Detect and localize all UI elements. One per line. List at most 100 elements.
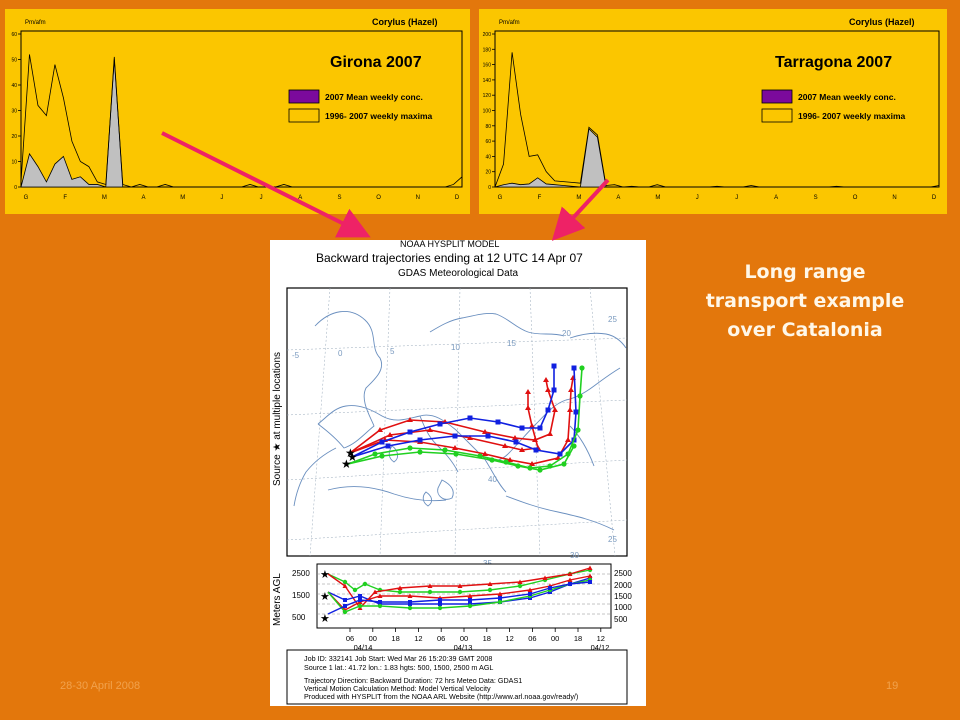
trajectory-marker (407, 429, 413, 435)
trajectory-marker (379, 439, 385, 445)
chart0-month-tick: N (416, 195, 420, 201)
time-tick-label: 18 (483, 634, 491, 643)
height-profile: ★ ★ ★ (317, 565, 611, 625)
height-marker (407, 593, 413, 598)
trajectory-marker (515, 463, 521, 469)
height-label-right: 500 (614, 615, 628, 624)
chart1-month-tick: A (616, 195, 620, 201)
map-grid-label: 15 (507, 339, 516, 348)
trajectory-marker (467, 435, 473, 440)
chart0-legend-maxima-label: 1996- 2007 weekly maxima (325, 111, 433, 121)
map-grid-label: 25 (608, 535, 617, 544)
coastline-path (569, 332, 627, 349)
hysplit-side-label: Source ★ at multiple locations (272, 352, 283, 486)
chart0-month-tick: J (260, 195, 263, 201)
height-marker (457, 583, 463, 588)
height-marker (457, 589, 463, 595)
coastline-path (314, 311, 382, 449)
trajectory-marker (417, 437, 423, 443)
date-tick-label: 04/14 (354, 643, 373, 652)
date-tick-label: 04/13 (454, 643, 473, 652)
trajectory-marker (571, 365, 577, 371)
trajectory-marker (543, 377, 549, 382)
trajectory-marker (519, 447, 525, 452)
height-marker (343, 604, 347, 608)
map-grid-label: 25 (608, 315, 617, 324)
trajectory-marker (565, 437, 571, 442)
time-tick-label: 18 (391, 634, 399, 643)
chart1-legend-maxima-swatch (761, 108, 793, 123)
height-marker (497, 591, 503, 596)
coastline-path (293, 447, 337, 507)
height-marker (408, 600, 412, 604)
height-marker (542, 575, 548, 580)
trajectory-marker (577, 393, 583, 399)
map-gridline (589, 287, 616, 557)
footer-page-number: 19 (886, 680, 899, 692)
height-label-right: 2500 (614, 569, 632, 578)
caption-line-1: Long range (744, 261, 866, 283)
trajectory-marker (545, 407, 551, 413)
height-marker (467, 603, 473, 609)
height-marker (468, 598, 472, 602)
arrow-from-girona (161, 131, 371, 238)
chart0-ytick-label: 40 (11, 83, 17, 89)
chart0-series-maxima-line (20, 54, 463, 188)
trajectory-marker (427, 427, 433, 432)
height-marker (528, 592, 532, 596)
chart1-month-tick: M (576, 195, 581, 201)
chart1-ytick-label: 100 (483, 109, 492, 115)
time-tick-label: 06 (346, 634, 354, 643)
map-gridline (379, 287, 391, 557)
chart1-month-tick: J (735, 195, 738, 201)
chart1-month-tick: N (892, 195, 896, 201)
chart0-month-tick: D (455, 195, 460, 201)
height-line-1 (327, 567, 591, 610)
trajectory-marker (482, 451, 488, 456)
height-marker (498, 596, 502, 600)
height-marker (517, 579, 523, 584)
coastline-path (569, 425, 595, 467)
trajectory-marker (467, 415, 473, 421)
chart1-legend-mean-swatch (761, 89, 793, 104)
trajectory-marker (377, 427, 383, 432)
chart0-legend-mean-label: 2007 Mean weekly conc. (325, 92, 423, 102)
map-gridline (286, 337, 628, 351)
trajectory-marker (495, 419, 501, 425)
trajectory-marker (452, 433, 458, 439)
chart0-month-tick: A (298, 195, 302, 201)
trajectory-marker (525, 405, 531, 410)
height-marker (497, 599, 503, 605)
time-tick-label: 12 (414, 634, 422, 643)
trajectory-lines: ★★★ (341, 363, 585, 473)
height-marker (548, 586, 552, 590)
height-marker (397, 589, 403, 595)
time-tick-label: 00 (369, 634, 377, 643)
time-tick-label: 12 (505, 634, 513, 643)
chart1-month-tick: F (538, 195, 542, 201)
trajectory-marker (547, 431, 553, 436)
chart0-month-tick: J (220, 195, 223, 201)
trajectory-marker (512, 435, 518, 440)
arrow-from-tarragona (551, 178, 610, 241)
time-tick-label: 00 (460, 634, 468, 643)
chart0-month-tick: M (102, 195, 107, 201)
height-marker (527, 587, 533, 592)
height-marker (377, 603, 383, 609)
height-marker (427, 589, 433, 595)
trajectory-marker (537, 467, 543, 473)
map-grid-label: 20 (562, 329, 571, 338)
height-marker (352, 587, 358, 593)
chart0-ytick-label: 30 (11, 109, 17, 115)
chart1-ytick-label: 0 (488, 185, 491, 191)
chart0-month-tick: M (180, 195, 185, 201)
height-marker (437, 605, 443, 611)
trajectory-marker (507, 457, 513, 462)
chart1-ytick-label: 40 (485, 154, 491, 160)
chart0-corner-label: Corylus (Hazel) (372, 17, 438, 27)
caption-line-2: transport example (705, 290, 905, 312)
chart1-legend-maxima-label: 1996- 2007 weekly maxima (798, 111, 906, 121)
chart0-month-tick: S (337, 195, 341, 201)
caption: Long range transport example over Catalo… (690, 258, 920, 345)
trajectory-marker (407, 417, 413, 422)
